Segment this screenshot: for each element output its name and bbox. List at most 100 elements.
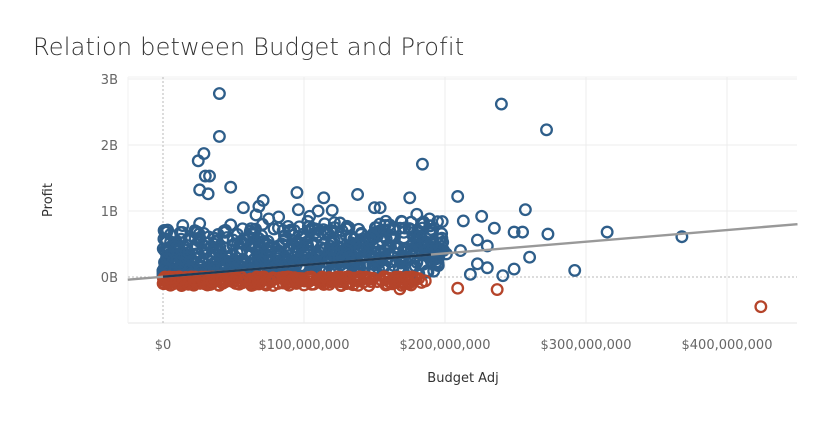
scatter-point — [287, 256, 301, 270]
scatter-point — [494, 97, 508, 111]
scatter-point — [366, 229, 380, 243]
scatter-point — [413, 229, 427, 243]
scatter-point — [335, 224, 349, 238]
scatter-point — [404, 215, 418, 229]
scatter-point — [424, 223, 438, 236]
scatter-point — [322, 271, 336, 285]
scatter-point — [317, 191, 331, 205]
scatter-point — [311, 274, 325, 288]
scatter-point — [490, 283, 504, 296]
tick-labels: 0B 1B 2B 3B $0 $100,000,000 $200,000,000 $300,0… — [101, 73, 773, 353]
scatter-point — [159, 232, 173, 246]
scatter-point — [202, 230, 216, 244]
scatter-point — [212, 87, 226, 100]
scatter-point — [435, 215, 449, 229]
trend-lines — [127, 223, 798, 281]
scatter-point — [325, 203, 339, 217]
scatter-point — [435, 231, 449, 245]
scatter-point — [568, 263, 582, 277]
chart-title: Relation between Budget and Profit — [33, 33, 465, 61]
scatter-point — [341, 251, 355, 265]
scatter-point — [214, 244, 227, 258]
scatter-point — [304, 224, 318, 238]
scatter-point — [229, 272, 243, 285]
scatter-point — [284, 275, 298, 289]
scatter-point — [373, 201, 387, 215]
x-tick-label: $300,000,000 — [541, 338, 632, 353]
scatter-point — [157, 223, 171, 237]
scatter-point — [370, 275, 384, 289]
data-points — [156, 87, 768, 314]
scatter-point — [475, 209, 489, 223]
scatter-point — [182, 246, 196, 260]
scatter-point — [523, 250, 537, 264]
trend-line-segment — [162, 253, 431, 278]
scatter-point — [244, 222, 258, 236]
scatter-point — [516, 225, 530, 239]
scatter-point — [201, 187, 215, 201]
scatter-point — [257, 235, 271, 248]
scatter-point — [255, 229, 269, 243]
scatter-point — [203, 169, 216, 183]
scatter-point — [236, 222, 249, 236]
scatter-point — [393, 282, 407, 296]
scatter-point — [322, 277, 336, 291]
scatter-point — [312, 245, 326, 259]
scatter-point — [403, 276, 417, 290]
scatter-point — [246, 273, 260, 287]
scatter-point — [303, 209, 317, 223]
scatter-point — [351, 188, 365, 201]
scatter-point — [276, 235, 290, 248]
scatter-point — [393, 221, 407, 235]
scatter-point — [368, 201, 381, 215]
scatter-point — [507, 225, 521, 239]
scatter-point — [212, 129, 226, 143]
scatter-point — [316, 223, 330, 237]
scatter-point — [518, 203, 532, 217]
y-tick-label: 0B — [101, 271, 118, 286]
scatter-point — [451, 190, 465, 203]
scatter-point — [352, 274, 366, 288]
x-tick-label: $200,000,000 — [400, 338, 491, 353]
scatter-point — [224, 180, 238, 194]
scatter-point — [387, 259, 401, 273]
scatter-point — [418, 274, 432, 288]
scatter-point — [207, 231, 221, 245]
scatter-point — [173, 252, 187, 266]
scatter-point — [403, 191, 417, 205]
scatter-point — [266, 273, 280, 287]
scatter-point — [451, 281, 465, 295]
scatter-point — [167, 239, 181, 253]
scatter-point — [193, 217, 207, 230]
scatter-point — [382, 271, 396, 285]
scatter-point — [404, 242, 418, 256]
scatter-point — [496, 269, 510, 283]
y-tick-label: 2B — [101, 139, 118, 154]
scatter-point — [272, 251, 286, 265]
scatter-point — [238, 273, 252, 287]
scatter-point — [540, 123, 553, 137]
scatter-point — [249, 208, 263, 222]
scatter-point — [252, 276, 266, 290]
scatter-point — [487, 221, 501, 235]
scatter-point — [224, 218, 238, 232]
scatter-point — [325, 233, 339, 247]
scatter-point — [225, 248, 239, 262]
scatter-point — [189, 238, 203, 251]
x-axis-label: Budget Adj — [427, 371, 498, 386]
x-tick-label: $100,000,000 — [259, 338, 350, 353]
scatter-point — [291, 203, 305, 217]
scatter-point — [456, 214, 470, 228]
scatter-point — [226, 233, 240, 247]
scatter-point — [352, 222, 366, 236]
scatter-point — [272, 210, 286, 224]
scatter-point — [163, 271, 177, 285]
scatter-point — [363, 232, 377, 246]
scatter-point — [507, 262, 521, 276]
scatter-point — [463, 267, 477, 281]
scatter-point — [470, 233, 484, 247]
scatter-point — [286, 273, 300, 287]
scatter-point — [188, 232, 202, 246]
scatter-point — [176, 219, 190, 232]
